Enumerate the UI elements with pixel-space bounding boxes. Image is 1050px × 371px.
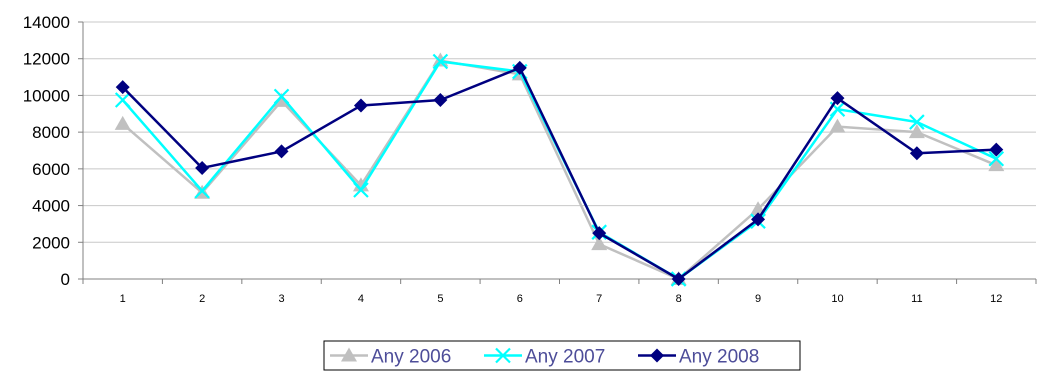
x-tick-label: 1 <box>120 293 126 305</box>
legend-item: Any 2008 <box>638 347 759 368</box>
legend-item: Any 2007 <box>484 347 605 368</box>
legend-marker <box>495 347 511 364</box>
series-1 <box>114 52 1005 285</box>
legend-item: Any 2006 <box>330 347 451 368</box>
data-point <box>988 150 1005 167</box>
x-tick-label: 3 <box>278 293 284 305</box>
data-point <box>273 92 290 107</box>
y-tick-label: 8000 <box>32 123 70 142</box>
x-tick-label: 6 <box>517 293 523 305</box>
data-point <box>274 144 289 159</box>
data-point <box>671 272 686 286</box>
data-point <box>591 236 608 251</box>
data-point <box>352 177 369 192</box>
data-point <box>908 124 925 139</box>
x-axis-tick-labels: 1 2 3 4 5 6 7 8 9 10 11 12 <box>120 293 1003 305</box>
series-3 <box>115 60 1004 286</box>
y-tick-label: 2000 <box>32 233 70 252</box>
x-tick-label: 4 <box>358 293 364 305</box>
series-line <box>121 59 997 281</box>
y-tick-label: 0 <box>61 270 70 289</box>
x-tick-label: 7 <box>596 293 602 305</box>
x-tick-label: 9 <box>755 293 761 305</box>
y-axis-tick-labels: 0 2000 4000 6000 8000 10000 12000 14000 <box>23 13 83 289</box>
y-tick-label: 14000 <box>23 13 70 32</box>
x-tick-label: 8 <box>676 293 682 305</box>
grid-lines <box>83 21 1036 243</box>
y-tick-label: 4000 <box>32 197 70 216</box>
data-point <box>830 91 845 106</box>
y-tick-label: 6000 <box>32 160 70 179</box>
legend-label: Any 2008 <box>679 347 759 368</box>
x-tick-label: 11 <box>911 293 922 305</box>
legend-label: Any 2006 <box>371 347 451 368</box>
x-tick-label: 10 <box>831 293 843 305</box>
data-point <box>988 157 1005 172</box>
series-group <box>114 52 1005 287</box>
data-point <box>592 226 607 241</box>
legend: Any 2006 Any 2007 Any 2008 <box>323 340 801 371</box>
data-point <box>989 142 1004 157</box>
data-point <box>829 118 846 133</box>
data-point <box>115 80 130 95</box>
x-tick-label: 5 <box>437 293 443 305</box>
x-tick-label: 12 <box>990 293 1002 305</box>
data-point <box>195 160 210 175</box>
y-tick-label: 10000 <box>23 86 70 105</box>
legend-label: Any 2007 <box>525 347 605 368</box>
data-point <box>114 92 131 108</box>
legend-marker <box>650 348 664 363</box>
data-point <box>353 182 369 198</box>
y-tick-label: 12000 <box>23 50 70 69</box>
data-point <box>273 88 290 105</box>
data-point <box>433 93 448 108</box>
data-point <box>909 114 925 130</box>
legend-marker <box>341 347 357 362</box>
data-point <box>512 60 527 75</box>
legend-box <box>323 340 801 371</box>
series-line <box>121 66 997 281</box>
x-axis <box>82 22 1037 284</box>
data-point <box>751 212 766 227</box>
data-point <box>909 146 924 161</box>
data-point <box>194 183 210 199</box>
data-point <box>432 53 449 70</box>
x-tick-label: 2 <box>199 293 205 305</box>
data-point <box>114 115 131 130</box>
data-point <box>353 98 368 113</box>
